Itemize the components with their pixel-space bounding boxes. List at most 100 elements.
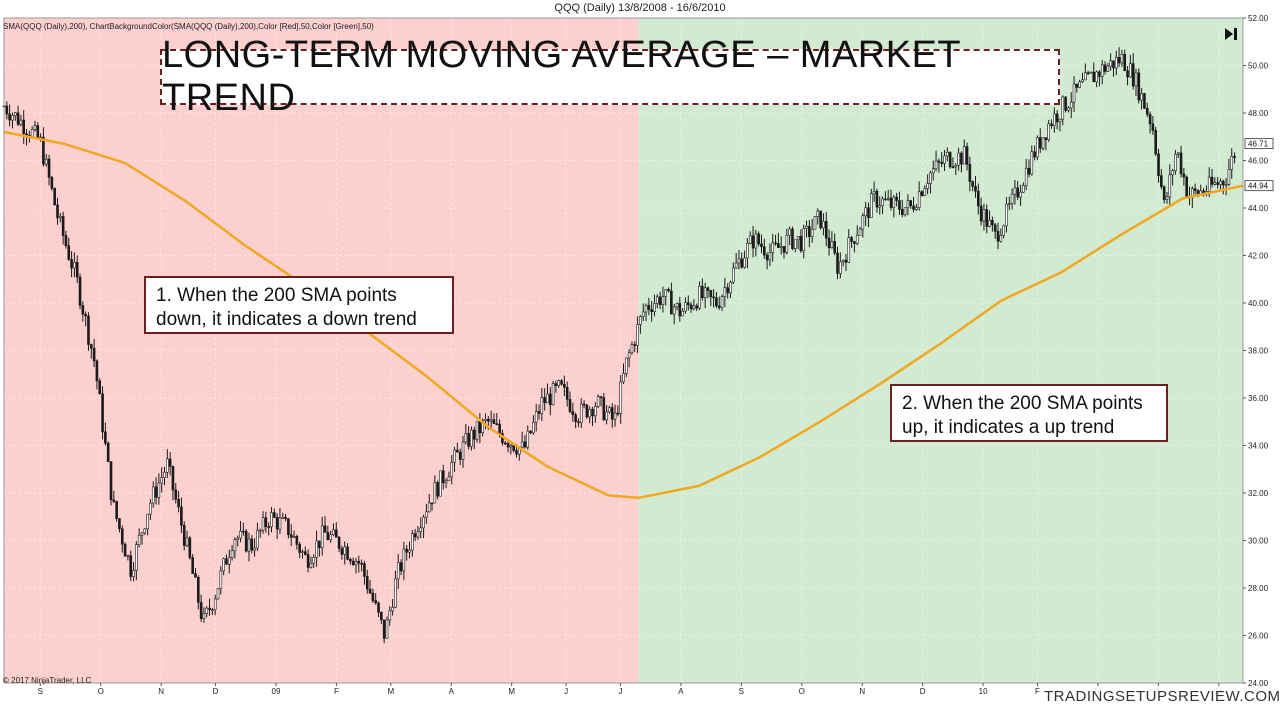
price-bar-body	[1131, 63, 1135, 87]
price-bar-body	[174, 489, 178, 500]
price-bar-body	[87, 315, 90, 345]
price-bar-body	[701, 285, 704, 298]
downtrend-annotation: 1. When the 200 SMA points down, it indi…	[144, 276, 454, 334]
price-bar-body	[785, 235, 789, 253]
price-bar-body	[760, 243, 763, 248]
price-bar-body	[934, 160, 938, 169]
price-bar-body	[332, 529, 335, 536]
price-bar-body	[1075, 83, 1079, 88]
price-bar-body	[979, 205, 983, 222]
price-bar-body	[675, 303, 679, 308]
price-bar-body	[1114, 57, 1118, 69]
price-bar-body	[8, 113, 11, 121]
price-bar-body	[734, 262, 738, 269]
price-bar-body	[320, 525, 324, 548]
price-bar-body	[740, 258, 744, 268]
price-bar-body	[613, 412, 617, 420]
price-bar-body	[717, 305, 721, 308]
price-bar-body	[233, 539, 237, 552]
price-bar-body	[1233, 156, 1236, 158]
price-bar-body	[1182, 173, 1186, 178]
price-bar-body	[22, 119, 26, 135]
price-bar-body	[641, 311, 645, 317]
price-bar-body	[560, 380, 563, 385]
copyright-text: © 2017 NinjaTrader, LLC	[3, 676, 92, 685]
price-bar-body	[506, 443, 510, 448]
price-bar-body	[720, 296, 724, 308]
price-bar-body	[653, 303, 656, 313]
x-tick-label: F	[334, 687, 339, 696]
price-bar-body	[377, 602, 380, 613]
price-bar-body	[151, 486, 155, 504]
price-bar-body	[492, 419, 496, 424]
price-bar-body	[1098, 71, 1101, 77]
x-tick-label: O	[98, 687, 104, 696]
price-bar-body	[732, 267, 735, 283]
price-bar-body	[591, 408, 594, 417]
price-bar-body	[512, 444, 515, 451]
price-bar-body	[1160, 175, 1163, 187]
price-bar-body	[977, 190, 980, 207]
price-bar-body	[610, 407, 614, 420]
y-tick-label: 50.00	[1248, 62, 1269, 71]
price-bar-body	[208, 607, 211, 611]
y-tick-label: 34.00	[1248, 442, 1269, 451]
price-bar-body	[447, 476, 451, 482]
price-bar-body	[478, 421, 482, 434]
price-bar-body	[1064, 96, 1067, 111]
price-bar-body	[467, 433, 470, 447]
price-bar-body	[371, 592, 375, 601]
price-bar-body	[940, 161, 943, 164]
price-bar-body	[1002, 225, 1005, 236]
price-bar-body	[627, 352, 631, 359]
price-bar-body	[1154, 130, 1158, 155]
y-tick-label: 36.00	[1248, 394, 1269, 403]
price-bar-body	[926, 183, 929, 189]
price-bar-body	[965, 146, 969, 165]
price-bar-body	[554, 383, 558, 386]
price-bar-body	[850, 237, 853, 242]
price-bar-body	[180, 506, 183, 526]
price-bar-body	[140, 532, 144, 536]
price-bar-body	[487, 418, 490, 422]
price-bar-body	[737, 258, 741, 264]
price-bar-body	[61, 216, 65, 236]
price-bar-body	[1213, 182, 1217, 185]
price-bar-body	[827, 237, 831, 249]
price-bar-body	[19, 119, 23, 125]
price-bar-body	[667, 289, 670, 292]
price-bar-body	[129, 555, 133, 577]
price-bar-body	[213, 598, 217, 610]
price-bar-body	[1041, 137, 1045, 149]
x-tick-label: D	[213, 687, 219, 696]
price-bar-body	[774, 242, 777, 245]
price-bar-body	[149, 502, 152, 515]
axes: 24.00 26.00 28.00 30.00 32.00 34.00 36.00 38.00…	[3, 14, 1274, 696]
price-bar-body	[698, 285, 701, 309]
price-bar-body	[900, 209, 904, 216]
price-bar-body	[104, 431, 107, 444]
price-bar-body	[1007, 203, 1011, 205]
price-bar-body	[270, 512, 273, 528]
y-tick-label: 40.00	[1248, 299, 1269, 308]
price-bar-body	[1100, 64, 1104, 77]
price-bar-body	[765, 254, 769, 261]
price-bar-body	[526, 430, 530, 448]
y-tick-label: 46.00	[1248, 157, 1269, 166]
price-bar-body	[884, 198, 887, 201]
price-bar-body	[194, 573, 197, 578]
price-bar-body	[678, 303, 682, 317]
price-bar-body	[1221, 180, 1225, 186]
price-bar-body	[861, 215, 865, 230]
skip-to-end-icon[interactable]	[1222, 26, 1240, 42]
price-bar-body	[999, 235, 1003, 242]
x-tick-label: S	[38, 687, 43, 696]
price-bar-body	[563, 383, 566, 388]
price-bar-body	[346, 546, 349, 560]
price-bar-body	[1095, 71, 1098, 83]
price-bar-body	[836, 252, 839, 274]
price-bar-body	[1140, 93, 1143, 101]
price-bar-body	[968, 163, 972, 182]
price-bar-body	[44, 158, 48, 165]
